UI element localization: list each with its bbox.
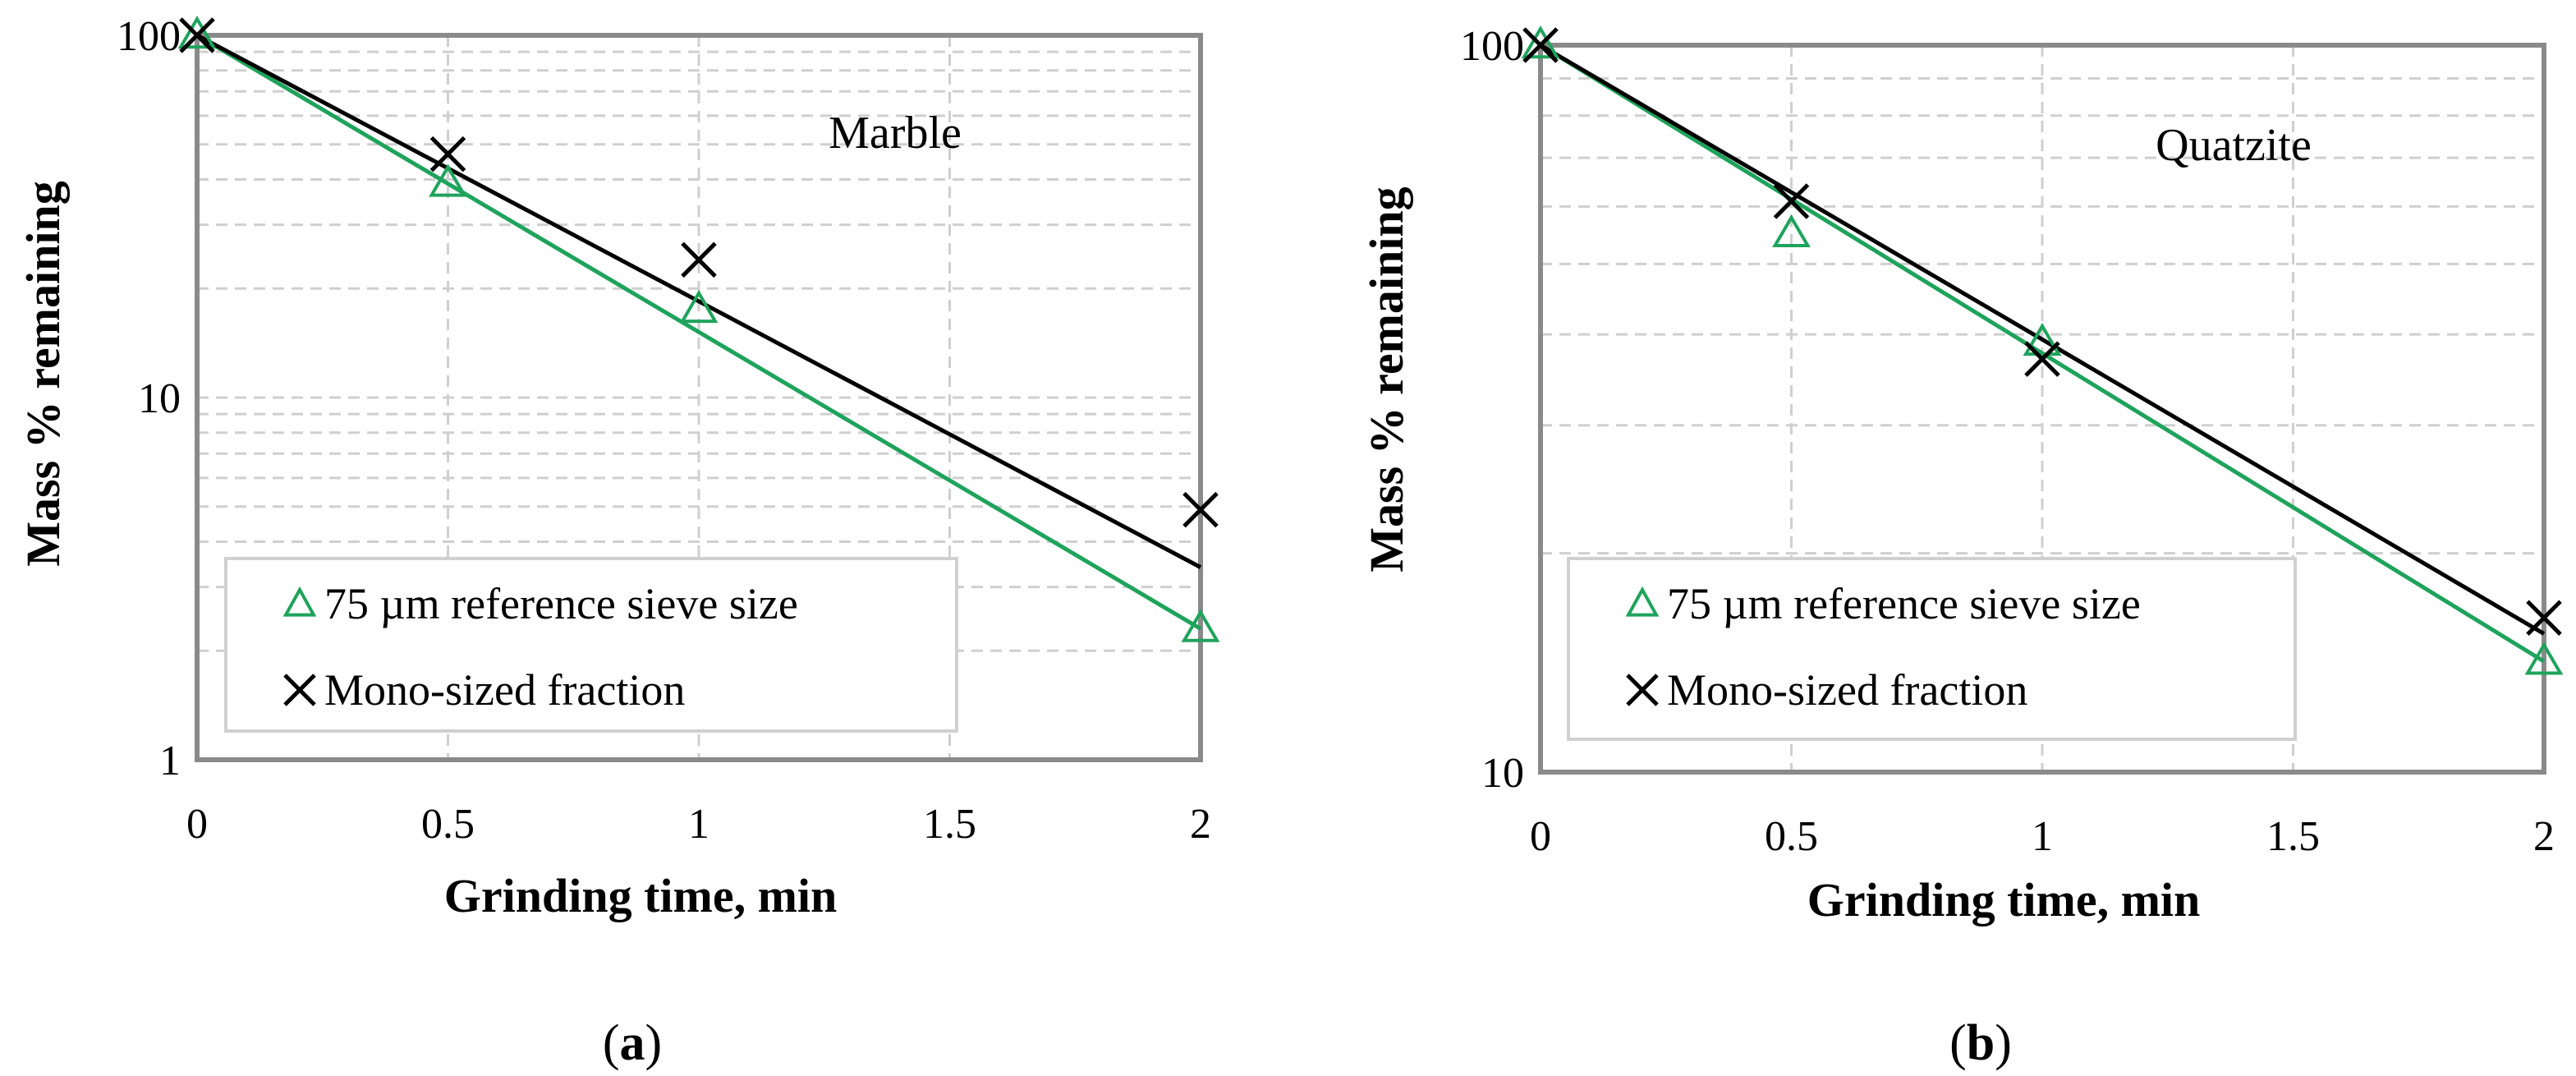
triangle-data-point [679, 289, 719, 324]
legend-label: Mono-sized fraction [324, 665, 685, 715]
triangle-data-point [429, 163, 467, 197]
x-tick-label: 0 [1530, 813, 1551, 860]
y-tick-label: 10 [1481, 750, 1524, 797]
panel-label: (a) [603, 1015, 662, 1071]
x-tick-label: 1.5 [2266, 813, 2320, 860]
x-data-point [1773, 183, 1810, 219]
x-data-point [429, 136, 466, 172]
x-tick-label: 0.5 [1765, 813, 1818, 860]
x-data-point [1522, 27, 1559, 63]
mono-sized-fit-line [195, 33, 1202, 569]
x-tick-label: 2 [2533, 813, 2555, 860]
legend-label: 75 µm reference sieve size [324, 579, 798, 628]
legend-triangle-icon [1625, 586, 1660, 617]
triangle-data-point [2023, 322, 2062, 356]
x-tick-label: 1 [2032, 813, 2053, 860]
x-axis-title: Grinding time, min [444, 869, 838, 922]
x-data-point [2024, 341, 2060, 377]
y-tick-label: 100 [1460, 23, 1524, 70]
plot-area-frame [1538, 43, 2546, 775]
x-data-point [681, 241, 717, 278]
legend-box [224, 557, 958, 733]
legend-label: 75 µm reference sieve size [1667, 579, 2141, 628]
triangle-data-point [177, 16, 217, 49]
x-tick-label: 2 [1190, 801, 1211, 848]
triangle-data-point [1521, 25, 1560, 59]
material-annotation: Quatzite [2156, 120, 2312, 171]
legend-label: Mono-sized fraction [1667, 665, 2027, 715]
x-tick-label: 1.5 [923, 801, 976, 848]
triangle-data-point [1181, 609, 1220, 642]
x-tick-label: 0 [186, 801, 208, 848]
x-tick-label: 1 [688, 801, 709, 848]
legend-x-icon [1626, 674, 1659, 706]
x-data-point [1182, 491, 1219, 528]
legend: 75 µm reference sieve size Mono-sized fra… [224, 557, 958, 733]
mono-sized-fit-line [1539, 43, 2546, 636]
material-annotation: Marble [829, 108, 962, 159]
x-tick-label: 0.5 [421, 801, 475, 848]
y-tick-label: 10 [138, 375, 181, 422]
panel-label: (b) [1949, 1015, 2012, 1071]
legend: 75 µm reference sieve size Mono-sized fra… [1567, 557, 2297, 741]
x-data-point [179, 17, 215, 53]
triangle-data-point [2524, 641, 2564, 675]
legend-x-icon [283, 674, 316, 706]
chart-panel-b: 0 0.5 1 1.5 2 10 100 Grinding time, min Mass % r… [1360, 23, 2564, 1071]
legend-box [1567, 557, 2297, 741]
y-tick-label: 1 [159, 738, 181, 784]
plot-area-frame [195, 33, 1203, 762]
x-data-point [2526, 600, 2562, 636]
triangle-data-point [1772, 214, 1811, 248]
x-axis-title: Grinding time, min [1807, 873, 2201, 927]
reference-sieve-fit-line [195, 33, 1202, 631]
legend-triangle-icon [282, 586, 317, 617]
chart-panel-a: 0 0.5 1 1.5 2 1 10 100 Grinding time, min Mass % … [16, 13, 1220, 1071]
y-axis-title: Mass % remaining [16, 181, 70, 566]
y-tick-label: 100 [117, 13, 181, 60]
y-axis-title: Mass % remaining [1360, 186, 1413, 572]
